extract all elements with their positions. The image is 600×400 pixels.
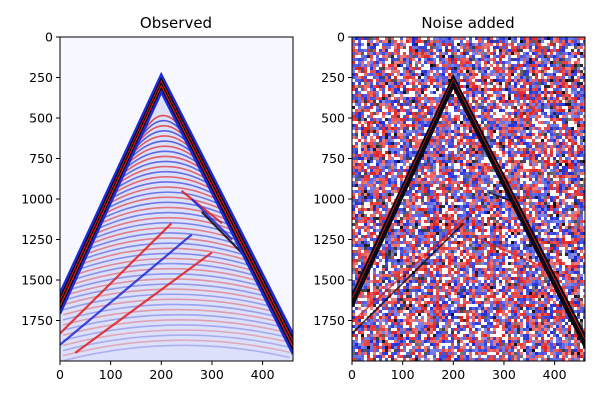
y-tick-label: 1500	[21, 273, 53, 288]
panel-title: Observed	[140, 14, 212, 32]
x-tick-label: 0	[56, 367, 64, 382]
x-tick-label: 400	[543, 367, 567, 382]
interior-ripples	[62, 114, 291, 361]
y-tick-label: 0	[337, 30, 345, 45]
hyperbola-arrival	[60, 71, 293, 355]
y-tick-label: 0	[45, 30, 53, 45]
heatmap-area	[352, 37, 585, 361]
x-tick-label: 100	[99, 367, 123, 382]
y-tick-label: 250	[321, 70, 345, 85]
x-tick-label: 300	[200, 367, 224, 382]
x-tick-label: 300	[492, 367, 516, 382]
y-tick-label: 1000	[21, 192, 53, 207]
y-tick-label: 500	[29, 111, 53, 126]
heatmap-area	[60, 37, 293, 361]
y-tick-label: 500	[321, 111, 345, 126]
panel-noise-added: Noise added 0 100 200 300 400 0 250 500 750 1000…	[313, 14, 586, 382]
y-tick-label: 1750	[21, 313, 53, 328]
x-tick-label: 400	[251, 367, 275, 382]
y-tick-label: 250	[29, 70, 53, 85]
x-axis: 0 100 200 300 400	[56, 361, 275, 382]
diagonal-events	[60, 190, 254, 354]
panel-observed: Observed 0 100 200 300 400 0 250 500 750 1000 125…	[21, 14, 294, 382]
y-tick-label: 1250	[21, 232, 53, 247]
y-tick-label: 750	[29, 151, 53, 166]
panel-title: Noise added	[421, 14, 514, 32]
x-tick-label: 200	[149, 367, 173, 382]
x-tick-label: 100	[391, 367, 415, 382]
y-tick-label: 750	[321, 151, 345, 166]
y-tick-label: 1500	[313, 273, 345, 288]
x-tick-label: 200	[441, 367, 465, 382]
hyperbola-arrival	[352, 74, 585, 348]
y-axis: 0 250 500 750 1000 1250 1500 1750	[21, 30, 60, 328]
x-tick-label: 0	[348, 367, 356, 382]
y-tick-label: 1250	[313, 232, 345, 247]
y-axis: 0 250 500 750 1000 1250 1500 1750	[313, 30, 352, 328]
noise-field	[352, 37, 585, 361]
x-axis: 0 100 200 300 400	[348, 361, 567, 382]
y-tick-label: 1000	[313, 192, 345, 207]
y-tick-label: 1750	[313, 313, 345, 328]
